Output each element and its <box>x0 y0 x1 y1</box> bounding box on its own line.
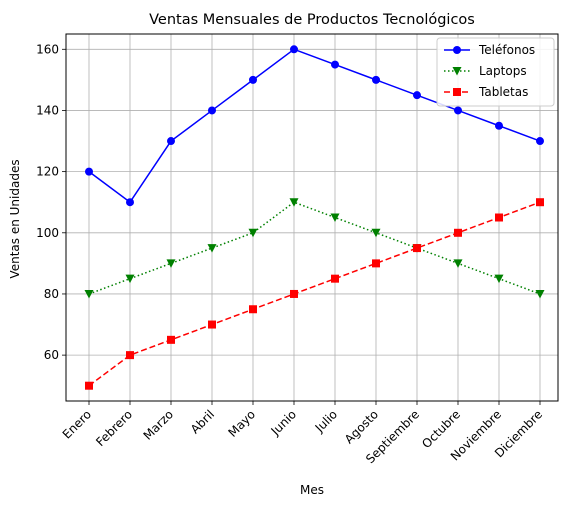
series-2 <box>85 198 544 390</box>
legend-label: Laptops <box>479 64 527 78</box>
data-point <box>84 289 94 299</box>
data-point <box>290 289 298 298</box>
data-point <box>85 167 93 176</box>
series-line <box>88 48 541 204</box>
data-point <box>536 198 544 207</box>
legend-box <box>436 37 555 107</box>
y-tick-label: 100 <box>36 226 59 240</box>
data-point <box>330 213 340 222</box>
data-point <box>536 137 544 146</box>
data-point <box>208 320 216 329</box>
data-point <box>413 244 421 253</box>
legend-marker <box>453 46 461 54</box>
data-point <box>453 259 463 268</box>
data-point <box>494 274 504 284</box>
data-point <box>331 274 339 283</box>
legend: Teléfonos Laptops Tabletas <box>436 37 555 107</box>
chart-title: Ventas Mensuales de Productos Tecnológic… <box>149 12 475 28</box>
y-tick-label: 140 <box>36 103 59 117</box>
data-point <box>249 305 257 314</box>
data-point <box>167 335 175 344</box>
data-point <box>372 259 380 268</box>
series-line <box>88 201 541 295</box>
data-point <box>85 381 93 390</box>
series-line <box>88 201 541 387</box>
data-point <box>126 198 134 207</box>
data-point <box>208 106 216 115</box>
legend-label: Teléfonos <box>478 43 535 57</box>
data-point <box>371 228 381 238</box>
legend-label: Tabletas <box>478 85 528 99</box>
legend-marker <box>453 88 461 96</box>
data-point <box>495 213 503 222</box>
y-tick-label: 120 <box>36 165 59 179</box>
data-point <box>167 137 175 146</box>
data-point <box>249 75 257 84</box>
data-point <box>331 60 339 69</box>
data-point <box>372 75 380 84</box>
series-0 <box>85 45 544 207</box>
data-point <box>289 198 299 207</box>
y-tick-label: 160 <box>36 42 59 56</box>
data-point <box>207 244 217 253</box>
data-point <box>248 228 258 238</box>
data-point <box>454 106 462 115</box>
series-1 <box>84 198 545 299</box>
y-tick-label: 60 <box>44 348 59 362</box>
data-point <box>290 45 298 54</box>
data-point <box>495 121 503 130</box>
y-tick-label: 80 <box>44 287 59 301</box>
series-layer <box>84 45 545 390</box>
x-axis-title: Mes <box>300 483 324 497</box>
legend-marker <box>452 67 462 76</box>
data-point <box>126 351 134 360</box>
y-axis-title: Ventas en Unidades <box>8 159 22 278</box>
data-point <box>535 289 545 299</box>
data-point <box>454 228 462 237</box>
plot-area-frame <box>65 33 559 402</box>
data-point <box>125 274 135 284</box>
data-point <box>413 91 421 100</box>
data-point <box>166 259 176 268</box>
